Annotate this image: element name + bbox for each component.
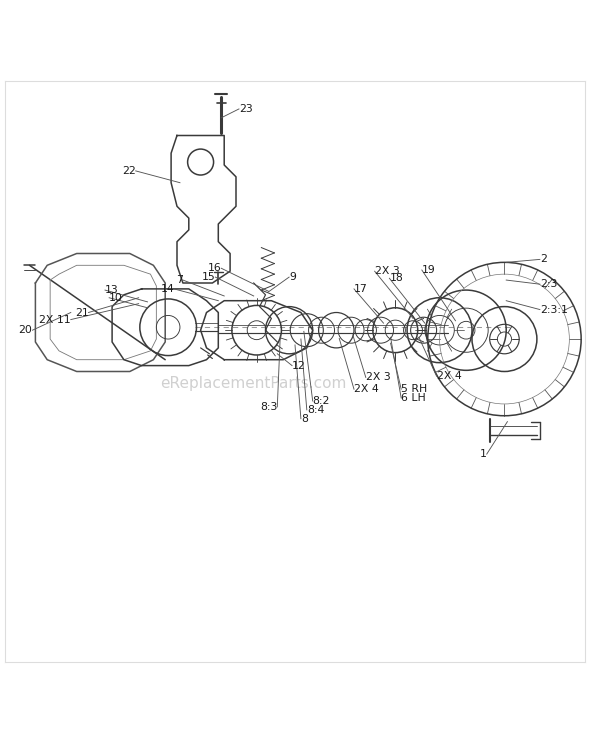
Text: 2: 2: [540, 254, 547, 265]
Text: 8:4: 8:4: [307, 405, 324, 415]
Text: 8: 8: [301, 414, 308, 424]
Text: 17: 17: [354, 284, 368, 294]
Text: 2:3:1: 2:3:1: [540, 305, 568, 314]
Text: 8:2: 8:2: [313, 396, 330, 406]
Text: 19: 19: [422, 265, 435, 275]
Text: 10: 10: [109, 293, 123, 302]
Text: 8:3: 8:3: [260, 402, 277, 412]
Text: 2X 3: 2X 3: [375, 266, 399, 276]
Text: 2X 4: 2X 4: [354, 384, 379, 395]
Text: 5 RH: 5 RH: [401, 384, 427, 395]
Text: 22: 22: [122, 166, 136, 176]
Text: 15: 15: [202, 272, 215, 282]
Text: 18: 18: [389, 273, 403, 283]
Text: 7: 7: [176, 275, 183, 285]
Text: 12: 12: [292, 360, 306, 371]
Text: 14: 14: [160, 284, 174, 294]
Text: 1: 1: [480, 449, 487, 459]
Text: 23: 23: [239, 104, 253, 114]
Text: 16: 16: [208, 263, 221, 273]
Text: 2X 11: 2X 11: [39, 314, 71, 325]
Text: 9: 9: [289, 272, 296, 282]
Text: 2X 3: 2X 3: [366, 372, 391, 383]
Text: 2:3: 2:3: [540, 279, 557, 289]
Text: 21: 21: [75, 308, 88, 317]
Text: 20: 20: [18, 325, 32, 335]
Text: 2X 4: 2X 4: [437, 372, 461, 381]
Text: 13: 13: [105, 285, 119, 295]
Text: 6 LH: 6 LH: [401, 393, 426, 403]
Text: eReplacementParts.com: eReplacementParts.com: [160, 376, 347, 391]
